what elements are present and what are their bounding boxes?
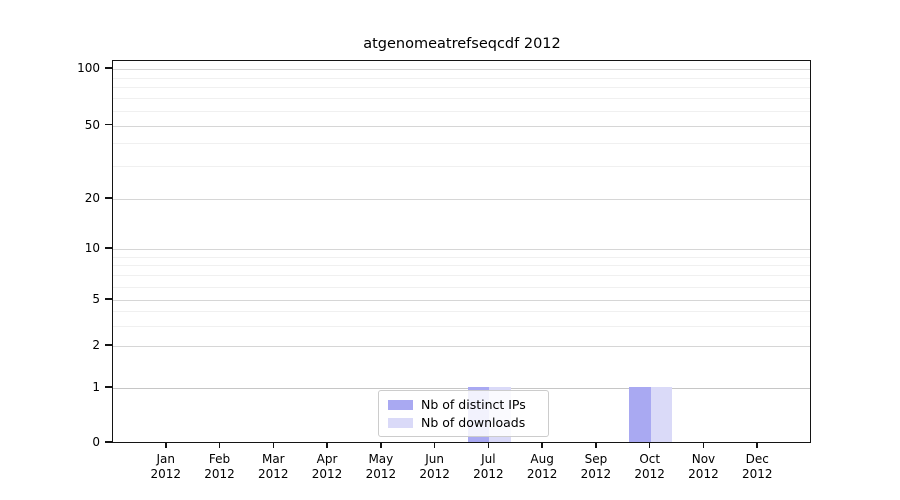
x-tick-mark-sep [595,443,597,448]
y-tick-mark-2 [105,344,112,346]
y-gridline-minor [113,275,810,277]
x-tick-label-aug: Aug 2012 [526,452,558,481]
chart-title: atgenomeatrefseqcdf 2012 [363,36,561,52]
x-tick-mark-apr [326,443,328,448]
legend-swatch-downloads [388,417,413,428]
legend-label-distinct-ips: Nb of distinct IPs [421,397,526,412]
y-gridline-minor [113,87,810,89]
y-gridline-50 [113,125,810,127]
y-gridline-5 [113,300,810,301]
x-tick-label-feb: Feb 2012 [204,452,235,481]
y-gridline-minor [113,77,810,79]
x-tick-label-nov: Nov 2012 [688,452,719,481]
y-gridline-2 [113,346,810,347]
x-tick-label-sep: Sep 2012 [580,452,612,481]
y-tick-mark-0 [105,441,112,443]
y-gridline-minor [113,286,810,288]
x-tick-mark-aug [541,443,543,448]
legend-item-downloads: Nb of downloads [388,415,539,430]
x-tick-label-jun: Jun 2012 [419,452,450,481]
y-gridline-minor [113,98,810,100]
y-tick-mark-5 [105,298,112,300]
y-tick-label-100: 100 [77,61,100,75]
x-tick-mark-feb [218,443,221,448]
y-gridline-minor [113,256,810,258]
x-tick-mark-jun [433,443,436,448]
y-tick-label-20: 20 [84,191,100,205]
y-gridline-minor [113,311,810,313]
y-tick-label-2: 2 [92,338,100,352]
legend-item-distinct-ips: Nb of distinct IPs [388,397,539,412]
y-tick-label-10: 10 [84,241,100,255]
y-tick-mark-50 [105,123,112,126]
plot-area [112,60,811,443]
x-tick-mark-oct [648,443,651,448]
x-tick-mark-mar [272,443,275,448]
y-gridline-1 [113,388,810,389]
x-tick-label-mar: Mar 2012 [258,452,289,481]
y-gridline-20 [113,199,810,200]
x-tick-mark-may [380,443,382,448]
x-tick-mark-jul [487,443,490,448]
x-tick-label-dec: Dec 2012 [741,452,773,481]
y-tick-label-1: 1 [92,380,100,394]
x-tick-mark-nov [702,443,705,448]
x-tick-label-jul: Jul 2012 [473,452,504,481]
x-tick-mark-dec [756,443,759,448]
x-tick-mark-jan [164,443,167,448]
x-tick-label-jan: Jan 2012 [150,452,182,481]
legend-label-downloads: Nb of downloads [421,415,526,430]
x-tick-label-apr: Apr 2012 [311,452,343,481]
y-gridline-minor [113,265,810,267]
bar-distinct-ips-oct [629,387,651,442]
legend: Nb of distinct IPs Nb of downloads [378,390,549,437]
y-tick-mark-10 [105,247,112,249]
legend-swatch-distinct-ips [388,399,413,410]
y-gridline-10 [113,249,810,250]
y-tick-mark-1 [105,386,112,388]
y-gridline-100 [113,69,810,70]
x-tick-label-may: May 2012 [365,452,397,481]
y-gridline-minor [113,325,810,327]
y-gridline-minor [113,166,810,168]
y-tick-label-5: 5 [92,292,100,306]
y-tick-label-50: 50 [84,117,100,132]
y-tick-label-0: 0 [92,435,100,449]
y-tick-mark-100 [105,67,112,69]
y-tick-mark-20 [105,197,112,199]
y-gridline-minor [113,143,810,145]
bar-downloads-oct [650,387,673,442]
y-gridline-minor [113,110,810,112]
x-tick-label-oct: Oct 2012 [634,452,665,481]
